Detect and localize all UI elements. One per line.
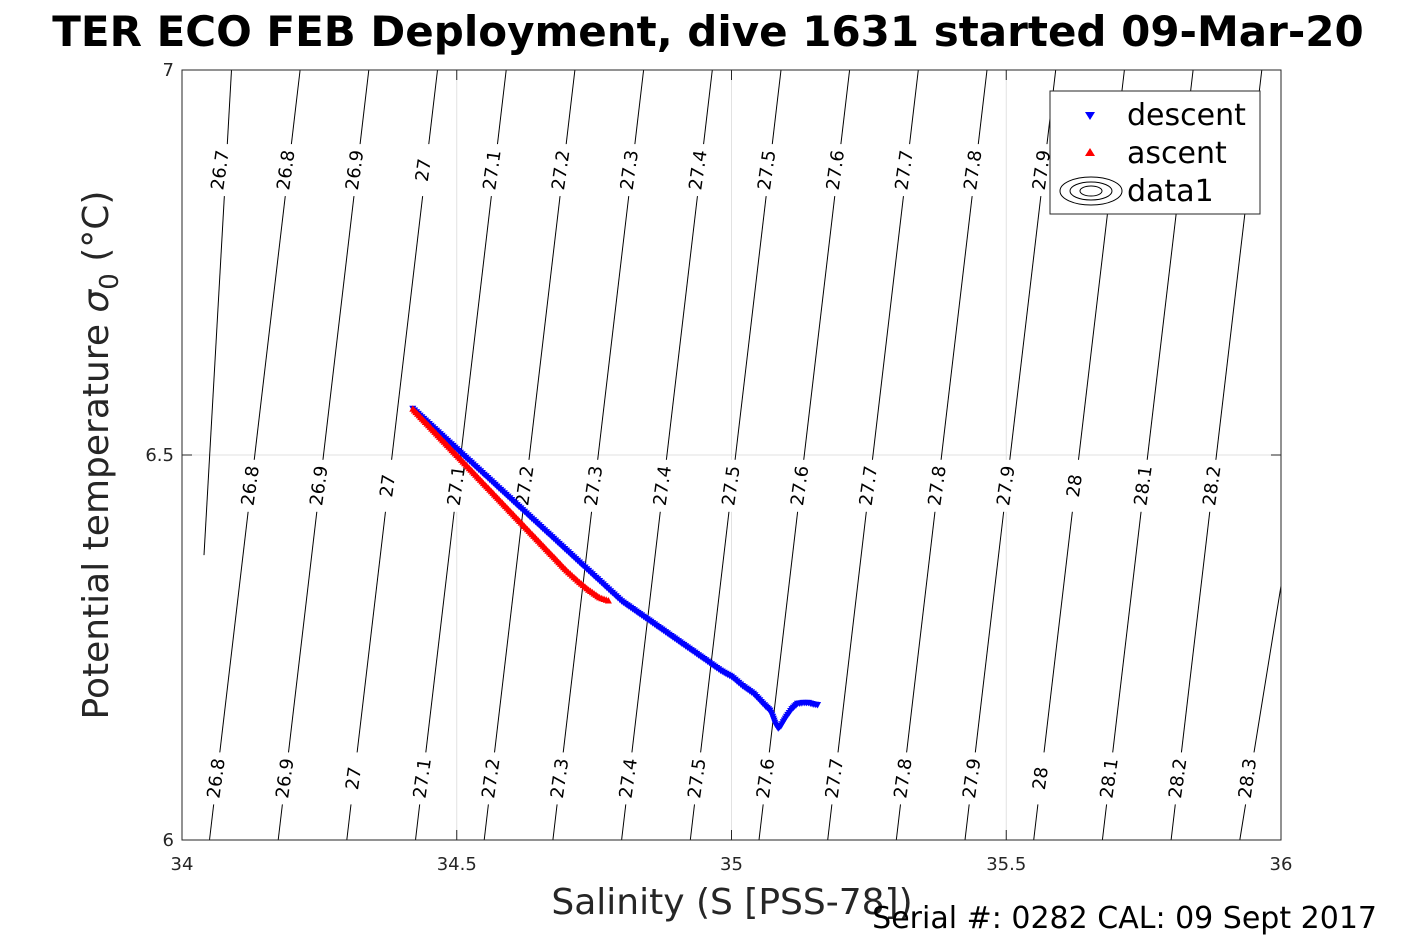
contour-line-27-7 — [827, 69, 919, 841]
contour-line-27-3 — [552, 69, 645, 841]
contour-label-mask-0-9 — [823, 144, 848, 197]
legend-descent-label: descent — [1127, 98, 1246, 133]
contour-label-mask-0-0 — [208, 144, 233, 197]
contour-label-mask-1-10 — [925, 459, 950, 512]
contour-label-mask-2-7 — [685, 752, 710, 805]
legend-data1-label: data1 — [1127, 174, 1214, 209]
y-axis-label-subscript: 0 — [95, 273, 125, 290]
contour-label-27: 27 — [412, 157, 436, 183]
x-tick-label-3: 35.5 — [986, 854, 1026, 875]
contour-label-mask-2-6 — [616, 752, 641, 805]
axis-ticks: 34 34.5 35 35.5 36 6 6.5 7 — [145, 60, 1292, 875]
density-contours — [203, 69, 1282, 841]
y-tick-label-2: 7 — [163, 60, 174, 81]
legend: descent ascent data1 — [1049, 90, 1261, 215]
legend-ascent-marker — [1085, 148, 1095, 156]
contour-label-mask-1-1 — [307, 459, 332, 512]
x-tick-label-4: 36 — [1270, 854, 1293, 875]
contour-label-mask-2-14 — [1166, 752, 1191, 805]
contour-line-27-6 — [758, 69, 851, 841]
contour-label-mask-1-5 — [582, 459, 607, 512]
contour-label-mask-1-7 — [719, 459, 744, 512]
descent-point-25-2 — [814, 702, 822, 709]
contour-line-26-9 — [277, 69, 370, 841]
contour-label-mask-1-14 — [1200, 459, 1225, 512]
y-axis-label-main: Potential temperature — [76, 313, 117, 720]
contour-label-mask-2-5 — [548, 752, 573, 805]
contour-label-mask-0-10 — [892, 144, 917, 197]
serial-calibration-footer: Serial #: 0282 CAL: 09 Sept 2017 — [872, 901, 1377, 936]
contour-label-mask-0-8 — [755, 144, 780, 197]
chart-title: TER ECO FEB Deployment, dive 1631 starte… — [52, 7, 1363, 56]
contour-label-28: 28 — [1029, 766, 1053, 792]
contour-line-27-2 — [483, 69, 576, 841]
legend-descent-marker — [1085, 112, 1095, 120]
legend-ascent-label: ascent — [1127, 136, 1227, 171]
contour-label-mask-0-6 — [617, 144, 642, 197]
contour-label-mask-2-13 — [1097, 752, 1122, 805]
contour-label-mask-0-1 — [274, 144, 299, 197]
contour-label-mask-0-3 — [411, 144, 436, 197]
y-axis-label: Potential temperature σ0 (°C) — [76, 191, 125, 720]
x-tick-label-0: 34 — [171, 854, 194, 875]
contour-label-27: 27 — [342, 766, 366, 792]
x-axis-label: Salinity (S [PSS-78]) — [551, 882, 912, 923]
contour-label-mask-0-5 — [549, 144, 574, 197]
contour-label-mask-1-13 — [1131, 459, 1156, 512]
contour-label-mask-2-9 — [822, 752, 847, 805]
contour-line-26-8 — [209, 69, 301, 841]
x-tick-label-1: 34.5 — [437, 854, 477, 875]
contour-label-mask-0-11 — [961, 144, 986, 197]
contour-label-mask-0-2 — [343, 144, 368, 197]
contour-label-mask-1-6 — [650, 459, 675, 512]
y-axis-label-sigma: σ — [76, 289, 117, 313]
contour-label-mask-1-0 — [238, 459, 263, 512]
contour-label-28: 28 — [1063, 473, 1087, 499]
contour-label-mask-2-4 — [479, 752, 504, 805]
contour-label-27: 27 — [376, 473, 400, 499]
legend-data1-contour-icon — [1059, 176, 1123, 206]
contour-label-mask-2-8 — [754, 752, 779, 805]
data-series — [409, 405, 822, 732]
contour-label-mask-1-11 — [994, 459, 1019, 512]
contour-label-mask-0-7 — [686, 144, 711, 197]
contour-label-mask-2-11 — [960, 752, 985, 805]
contour-label-mask-2-3 — [410, 752, 435, 805]
contour-label-mask-1-9 — [856, 459, 881, 512]
x-tick-label-2: 35 — [720, 854, 743, 875]
contour-line-27 — [346, 69, 438, 841]
y-axis-label-unit: (°C) — [76, 191, 117, 274]
contour-label-mask-2-0 — [204, 752, 229, 805]
contour-line-27-8 — [895, 69, 988, 841]
contour-label-mask-1-3 — [444, 459, 469, 512]
contour-label-mask-1-12 — [1062, 459, 1087, 512]
contour-line-27-4 — [621, 69, 713, 841]
y-tick-label-1: 6.5 — [145, 445, 174, 466]
contour-labels: 26.7 26.8 26.9 27 27.1 27.2 27.3 27.4 27.5 27.6 27… — [203, 144, 1261, 805]
ascent-point-17-4 — [604, 597, 612, 604]
contour-label-mask-2-15 — [1236, 752, 1261, 805]
contour-line-27-5 — [689, 69, 782, 841]
legend-box — [1049, 90, 1261, 215]
contour-line-27-9 — [964, 69, 1057, 841]
contour-label-mask-1-2 — [376, 459, 401, 512]
contour-label-mask-2-12 — [1028, 752, 1053, 805]
contour-label-mask-0-4 — [480, 144, 505, 197]
y-tick-label-0: 6 — [163, 830, 174, 851]
contour-label-mask-2-1 — [273, 752, 298, 805]
contour-label-mask-2-2 — [341, 752, 366, 805]
contour-label-mask-2-10 — [891, 752, 916, 805]
contour-label-mask-1-8 — [788, 459, 813, 512]
